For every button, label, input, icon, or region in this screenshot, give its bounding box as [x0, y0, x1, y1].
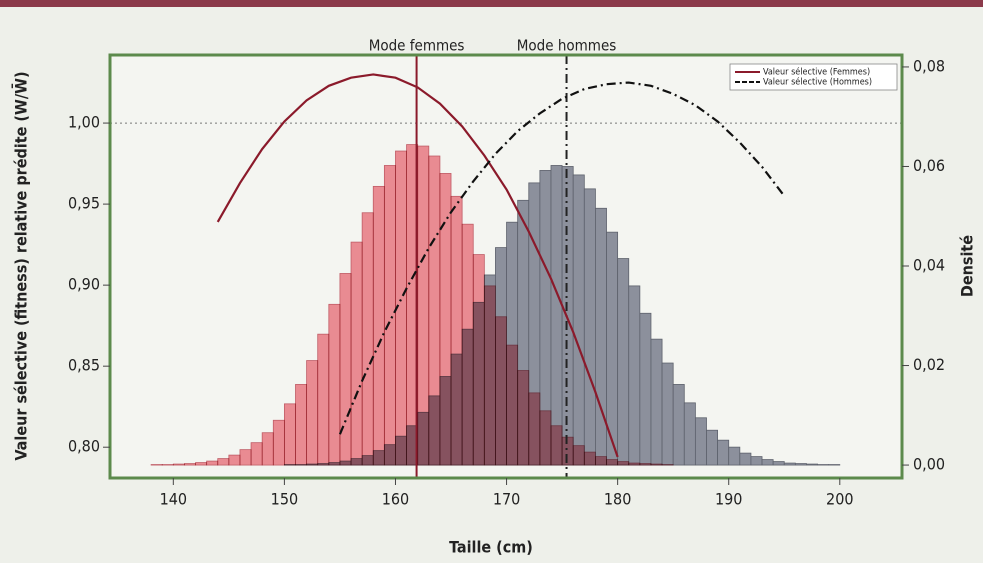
x-tick-label: 200 [826, 490, 853, 509]
histogram-bar [806, 463, 818, 466]
x-tick-label: 170 [493, 490, 520, 509]
histogram-bar [483, 285, 496, 466]
histogram-bar [706, 429, 719, 466]
y2-tick-label: 0,06 [913, 156, 945, 175]
histogram-bar [772, 461, 785, 466]
histogram-bar [317, 333, 330, 466]
histogram-bar [250, 442, 263, 466]
histogram-bar [472, 254, 485, 466]
histogram-bar [195, 462, 208, 466]
histogram-bar [539, 410, 552, 466]
histogram-bar [295, 384, 308, 466]
y2-tick-label: 0,00 [913, 455, 945, 474]
histogram-bar [561, 166, 574, 466]
y-tick-label: 0,80 [68, 437, 100, 456]
histogram-bar [728, 446, 741, 466]
top-band [0, 0, 983, 7]
histogram-bar [606, 459, 619, 466]
legend-label: Valeur sélective (Hommes) [763, 77, 872, 88]
histogram-bar [428, 155, 441, 466]
histogram-bar [272, 419, 285, 466]
histogram-bar [417, 145, 430, 466]
histogram-bar [350, 241, 363, 466]
histogram-bar [617, 461, 630, 466]
histogram-bar [328, 303, 341, 466]
legend-label: Valeur sélective (Femmes) [763, 67, 870, 78]
histogram-bar [650, 463, 663, 466]
histogram-bar [683, 402, 696, 466]
x-tick-label: 150 [271, 490, 298, 509]
fitness-curve [338, 81, 786, 435]
x-tick-label: 140 [160, 490, 187, 509]
histogram-bar [572, 174, 585, 466]
histogram-bar [372, 185, 385, 466]
fitness-curve [216, 73, 619, 458]
histogram-bar [672, 384, 685, 466]
histogram-bar [717, 439, 730, 466]
y2-axis-label: Densité [958, 235, 977, 297]
y-tick-label: 0,95 [68, 194, 100, 213]
histogram-bar [217, 458, 230, 466]
mode-label: Mode hommes [517, 37, 617, 55]
histogram-bar [694, 417, 707, 466]
histogram-bar [461, 223, 474, 466]
histogram-bar [583, 188, 596, 466]
histogram-bar [283, 403, 296, 466]
histogram-bar [228, 454, 241, 466]
y-tick-label: 0,85 [68, 356, 100, 375]
histogram-bar [595, 207, 607, 466]
histogram-bar [739, 452, 752, 466]
histogram-bar [550, 165, 563, 466]
histogram-bar [339, 273, 352, 466]
histogram-bar [450, 195, 463, 466]
mode-label: Mode femmes [369, 37, 465, 55]
histogram-bar [361, 212, 374, 466]
histogram-bar [561, 436, 574, 466]
histogram-bar [639, 312, 652, 466]
legend-box [729, 63, 898, 91]
y2-tick-label: 0,04 [913, 256, 945, 275]
histogram-bar [528, 392, 541, 466]
histogram-bar [439, 173, 452, 466]
histogram-bar [650, 338, 663, 466]
histogram-bar [628, 285, 641, 466]
histogram-bar [239, 449, 252, 466]
x-tick-label: 180 [604, 490, 631, 509]
histogram-bar [794, 463, 807, 466]
histogram-bar [639, 463, 652, 466]
histogram-bar [550, 425, 563, 466]
histogram-bar [661, 362, 674, 466]
histogram-bar [184, 463, 196, 466]
histogram-bar [595, 456, 607, 466]
x-tick-label: 160 [382, 490, 409, 509]
histogram-bar [750, 456, 763, 466]
y2-tick-label: 0,02 [913, 355, 945, 374]
y-tick-label: 1,00 [68, 113, 100, 132]
y-axis-label: Valeur sélective (fitness) relative préd… [11, 71, 31, 460]
histogram-bar [306, 360, 319, 466]
histogram-bar [517, 370, 530, 466]
y2-tick-label: 0,08 [913, 56, 945, 75]
histogram-bar [206, 460, 219, 466]
x-tick-label: 190 [715, 490, 742, 509]
histogram-bar [783, 462, 796, 466]
histogram-bar [172, 463, 185, 466]
histogram-bar [261, 432, 274, 466]
histogram-bar [761, 459, 774, 466]
histogram-bar [383, 165, 396, 466]
y-tick-label: 0,90 [68, 275, 100, 294]
histogram-bar [506, 344, 519, 466]
histogram-bar [617, 258, 630, 466]
histogram-bar [628, 462, 641, 466]
histogram-bar [572, 445, 585, 466]
x-axis-label: Taille (cm) [449, 538, 533, 557]
histogram-bar [495, 316, 507, 466]
histogram-bar [583, 451, 596, 466]
